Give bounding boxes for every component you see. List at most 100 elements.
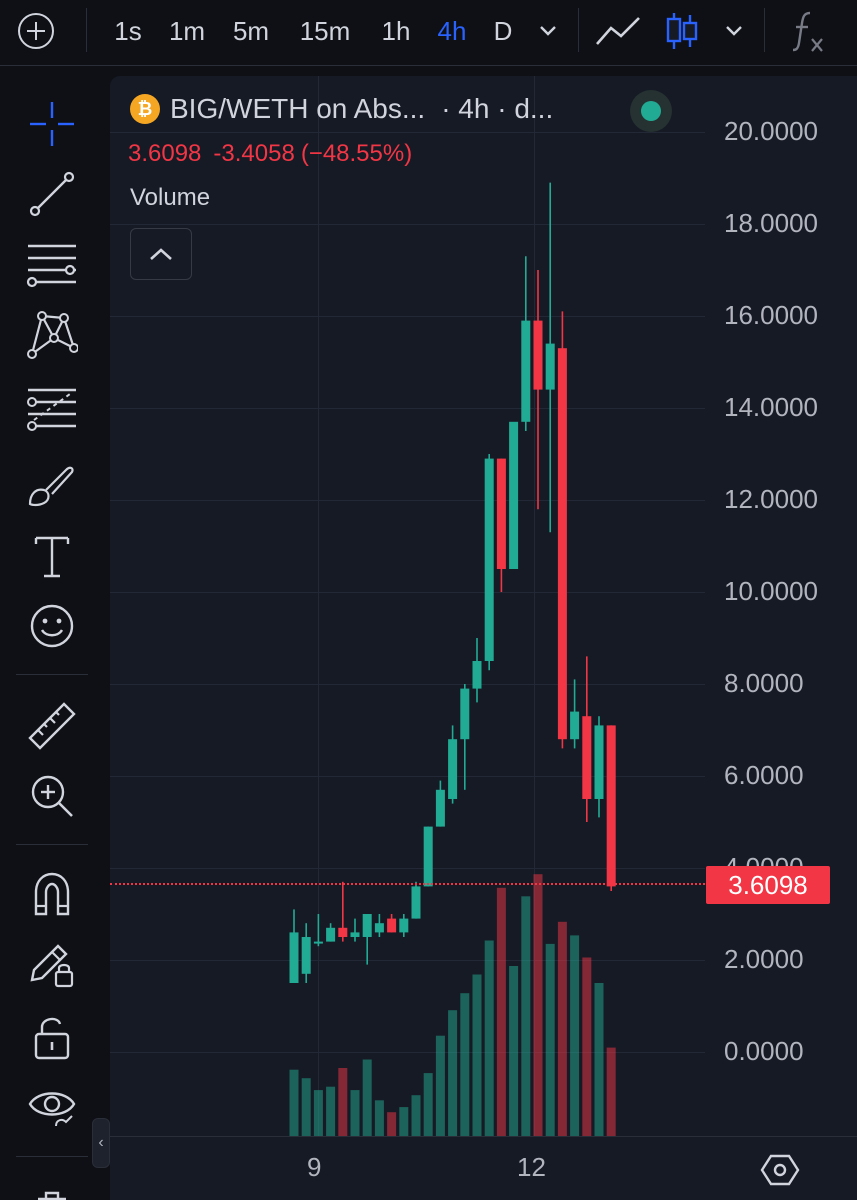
lock-tool[interactable]	[22, 1008, 82, 1068]
settings-hexagon-icon	[760, 1154, 800, 1186]
trend-line-tool[interactable]	[22, 164, 82, 224]
ruler-tool[interactable]	[22, 696, 82, 756]
text-tool[interactable]	[22, 526, 82, 586]
volume-bar	[606, 1047, 616, 1136]
pattern-tool[interactable]	[22, 304, 82, 364]
toolbar-divider	[578, 8, 579, 52]
price-axis-label: 0.0000	[724, 1036, 804, 1066]
interval-5m[interactable]: 5m	[232, 15, 270, 46]
price-axis-label: 14.0000	[724, 392, 818, 422]
chart-panel[interactable]: 20.0000 18.0000 16.0000 14.0000 12.0000 …	[110, 76, 857, 1200]
price-axis-label: 6.0000	[724, 760, 804, 790]
grid-line	[534, 76, 535, 1136]
chevron-down-icon	[726, 26, 742, 36]
grid-line	[110, 132, 705, 133]
volume-bar	[435, 1035, 445, 1136]
zoom-in-tool[interactable]	[22, 766, 82, 826]
interval-1m[interactable]: 1m	[168, 15, 206, 46]
change-percent: (−48.55%)	[300, 140, 413, 167]
trash-icon	[38, 1191, 66, 1200]
grid-line	[110, 316, 705, 317]
volume-bar	[472, 974, 482, 1136]
interval-4h[interactable]: 4h	[437, 15, 467, 46]
interval-dropdown[interactable]	[532, 0, 564, 62]
candle-body	[509, 421, 519, 569]
last-price-tag: 3.6098	[706, 866, 830, 904]
candle-body	[448, 739, 458, 799]
grid-line	[110, 500, 705, 501]
interval-1s[interactable]: 1s	[114, 15, 142, 46]
candle-body	[435, 789, 445, 827]
brush-icon	[28, 466, 74, 507]
candle-body	[362, 914, 372, 937]
lock-icon	[34, 1017, 70, 1060]
toolbar-divider	[16, 844, 88, 845]
magnet-icon	[34, 872, 70, 916]
magnet-tool[interactable]	[22, 864, 82, 924]
candle-body	[582, 716, 592, 799]
collapse-indicators-button[interactable]	[130, 228, 192, 280]
emoji-tool[interactable]	[22, 596, 82, 656]
volume-indicator-label[interactable]: Volume	[130, 184, 211, 211]
horizontal-lines-tool[interactable]	[22, 234, 82, 294]
candle-body	[326, 927, 336, 942]
crosshair-tool[interactable]	[22, 94, 82, 154]
candle-body	[484, 458, 494, 661]
toolbar-divider	[86, 8, 87, 52]
volume-bar	[411, 1095, 421, 1136]
indicators-button[interactable]	[786, 0, 830, 62]
chart-settings-button[interactable]	[760, 1150, 800, 1190]
price-change-readout: 3.6098 -3.4058 (−48.55%)	[128, 140, 424, 168]
price-axis-label: 20.0000	[724, 116, 818, 146]
ruler-icon	[28, 702, 76, 750]
brush-tool[interactable]	[22, 454, 82, 514]
grid-line	[318, 76, 319, 1136]
lock-drawings-tool[interactable]	[22, 934, 82, 994]
remove-drawings-tool[interactable]	[22, 1166, 82, 1200]
coin-icon: ₿	[130, 94, 160, 124]
grid-line	[110, 684, 705, 685]
trend-line-icon	[29, 171, 75, 217]
interval-1h[interactable]: 1h	[381, 15, 411, 46]
symbol-legend[interactable]: ₿ BIG/WETH on Abs... · 4h · d...	[130, 92, 553, 126]
toolbar-divider	[16, 674, 88, 675]
market-status[interactable]	[630, 90, 672, 132]
collapse-toolbar-tab[interactable]: ‹	[92, 1118, 110, 1168]
volume-bar	[557, 921, 567, 1136]
interval-d[interactable]: D	[493, 15, 513, 46]
chart-type-dropdown[interactable]	[718, 0, 750, 62]
volume-bar	[399, 1107, 409, 1136]
grid-line	[110, 408, 705, 409]
symbol-title: BIG/WETH on Abs...	[170, 93, 426, 124]
grid-line	[110, 224, 705, 225]
line-chart-icon	[596, 17, 640, 45]
chevron-left-icon: ‹	[98, 1134, 104, 1151]
volume-bar	[313, 1090, 323, 1136]
candle-body	[460, 688, 470, 740]
interval-info: · 4h · d...	[441, 93, 554, 124]
chart-type-candles-button[interactable]	[660, 0, 704, 62]
chart-type-line-button[interactable]	[592, 0, 644, 62]
price-axis-label: 12.0000	[724, 484, 818, 514]
interval-15m[interactable]: 15m	[299, 15, 351, 46]
fib-tool[interactable]	[22, 378, 82, 438]
add-symbol-button[interactable]	[14, 0, 58, 62]
price-axis-label: 10.0000	[724, 576, 818, 606]
last-price-line	[110, 883, 705, 885]
volume-bar	[533, 874, 543, 1136]
candle-body	[350, 932, 360, 937]
grid-line	[110, 1052, 705, 1053]
volume-bar	[460, 993, 470, 1136]
volume-bar	[582, 957, 592, 1136]
grid-line	[110, 776, 705, 777]
grid-line	[110, 592, 705, 593]
candle-body	[301, 937, 311, 974]
last-price-value: 3.6098	[128, 140, 202, 167]
candle-body	[570, 711, 580, 740]
volume-bar	[350, 1090, 360, 1136]
candlestick-plot[interactable]	[110, 76, 710, 1136]
status-dot-icon	[641, 101, 661, 121]
drawing-toolbar	[0, 70, 104, 1200]
visibility-tool[interactable]	[22, 1076, 82, 1136]
candle-body	[423, 826, 433, 887]
